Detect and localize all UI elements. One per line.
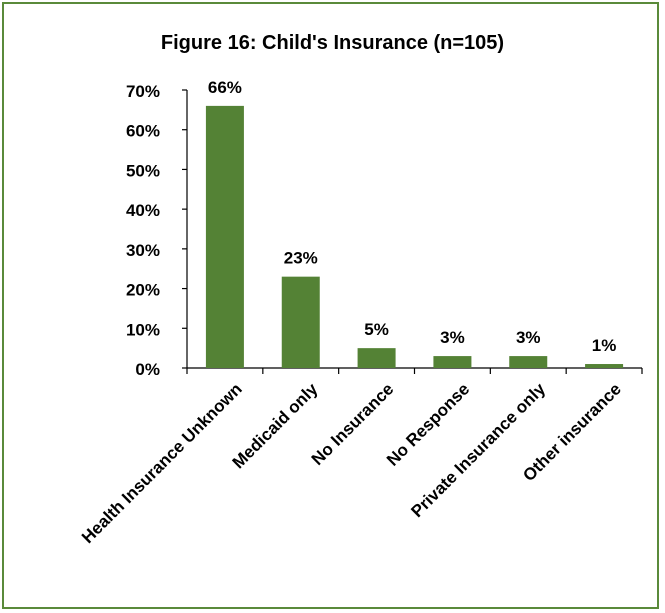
bar — [585, 364, 624, 368]
bar — [433, 356, 472, 368]
bar — [509, 356, 548, 368]
y-tick-label: 70% — [126, 82, 160, 101]
y-tick-label: 40% — [126, 201, 160, 220]
data-label: 1% — [592, 336, 617, 355]
y-tick-label: 10% — [126, 320, 160, 339]
data-label: 3% — [440, 328, 465, 347]
bar — [281, 276, 320, 368]
category-label: Private Insurance only — [407, 379, 549, 521]
y-tick-label: 30% — [126, 241, 160, 260]
y-tick-label: 0% — [135, 360, 160, 379]
chart-title: Figure 16: Child's Insurance (n=105) — [160, 32, 505, 54]
bar — [205, 105, 244, 368]
y-tick-label: 20% — [126, 281, 160, 300]
y-tick-label: 50% — [126, 161, 160, 180]
data-label: 23% — [284, 249, 318, 268]
bar — [357, 348, 396, 368]
y-tick-label: 60% — [126, 122, 160, 141]
data-label: 5% — [364, 320, 389, 339]
data-label: 66% — [208, 78, 242, 97]
data-label: 3% — [516, 328, 541, 347]
chart-frame — [2, 2, 659, 609]
category-label: Health Insurance Unknown — [78, 379, 246, 547]
